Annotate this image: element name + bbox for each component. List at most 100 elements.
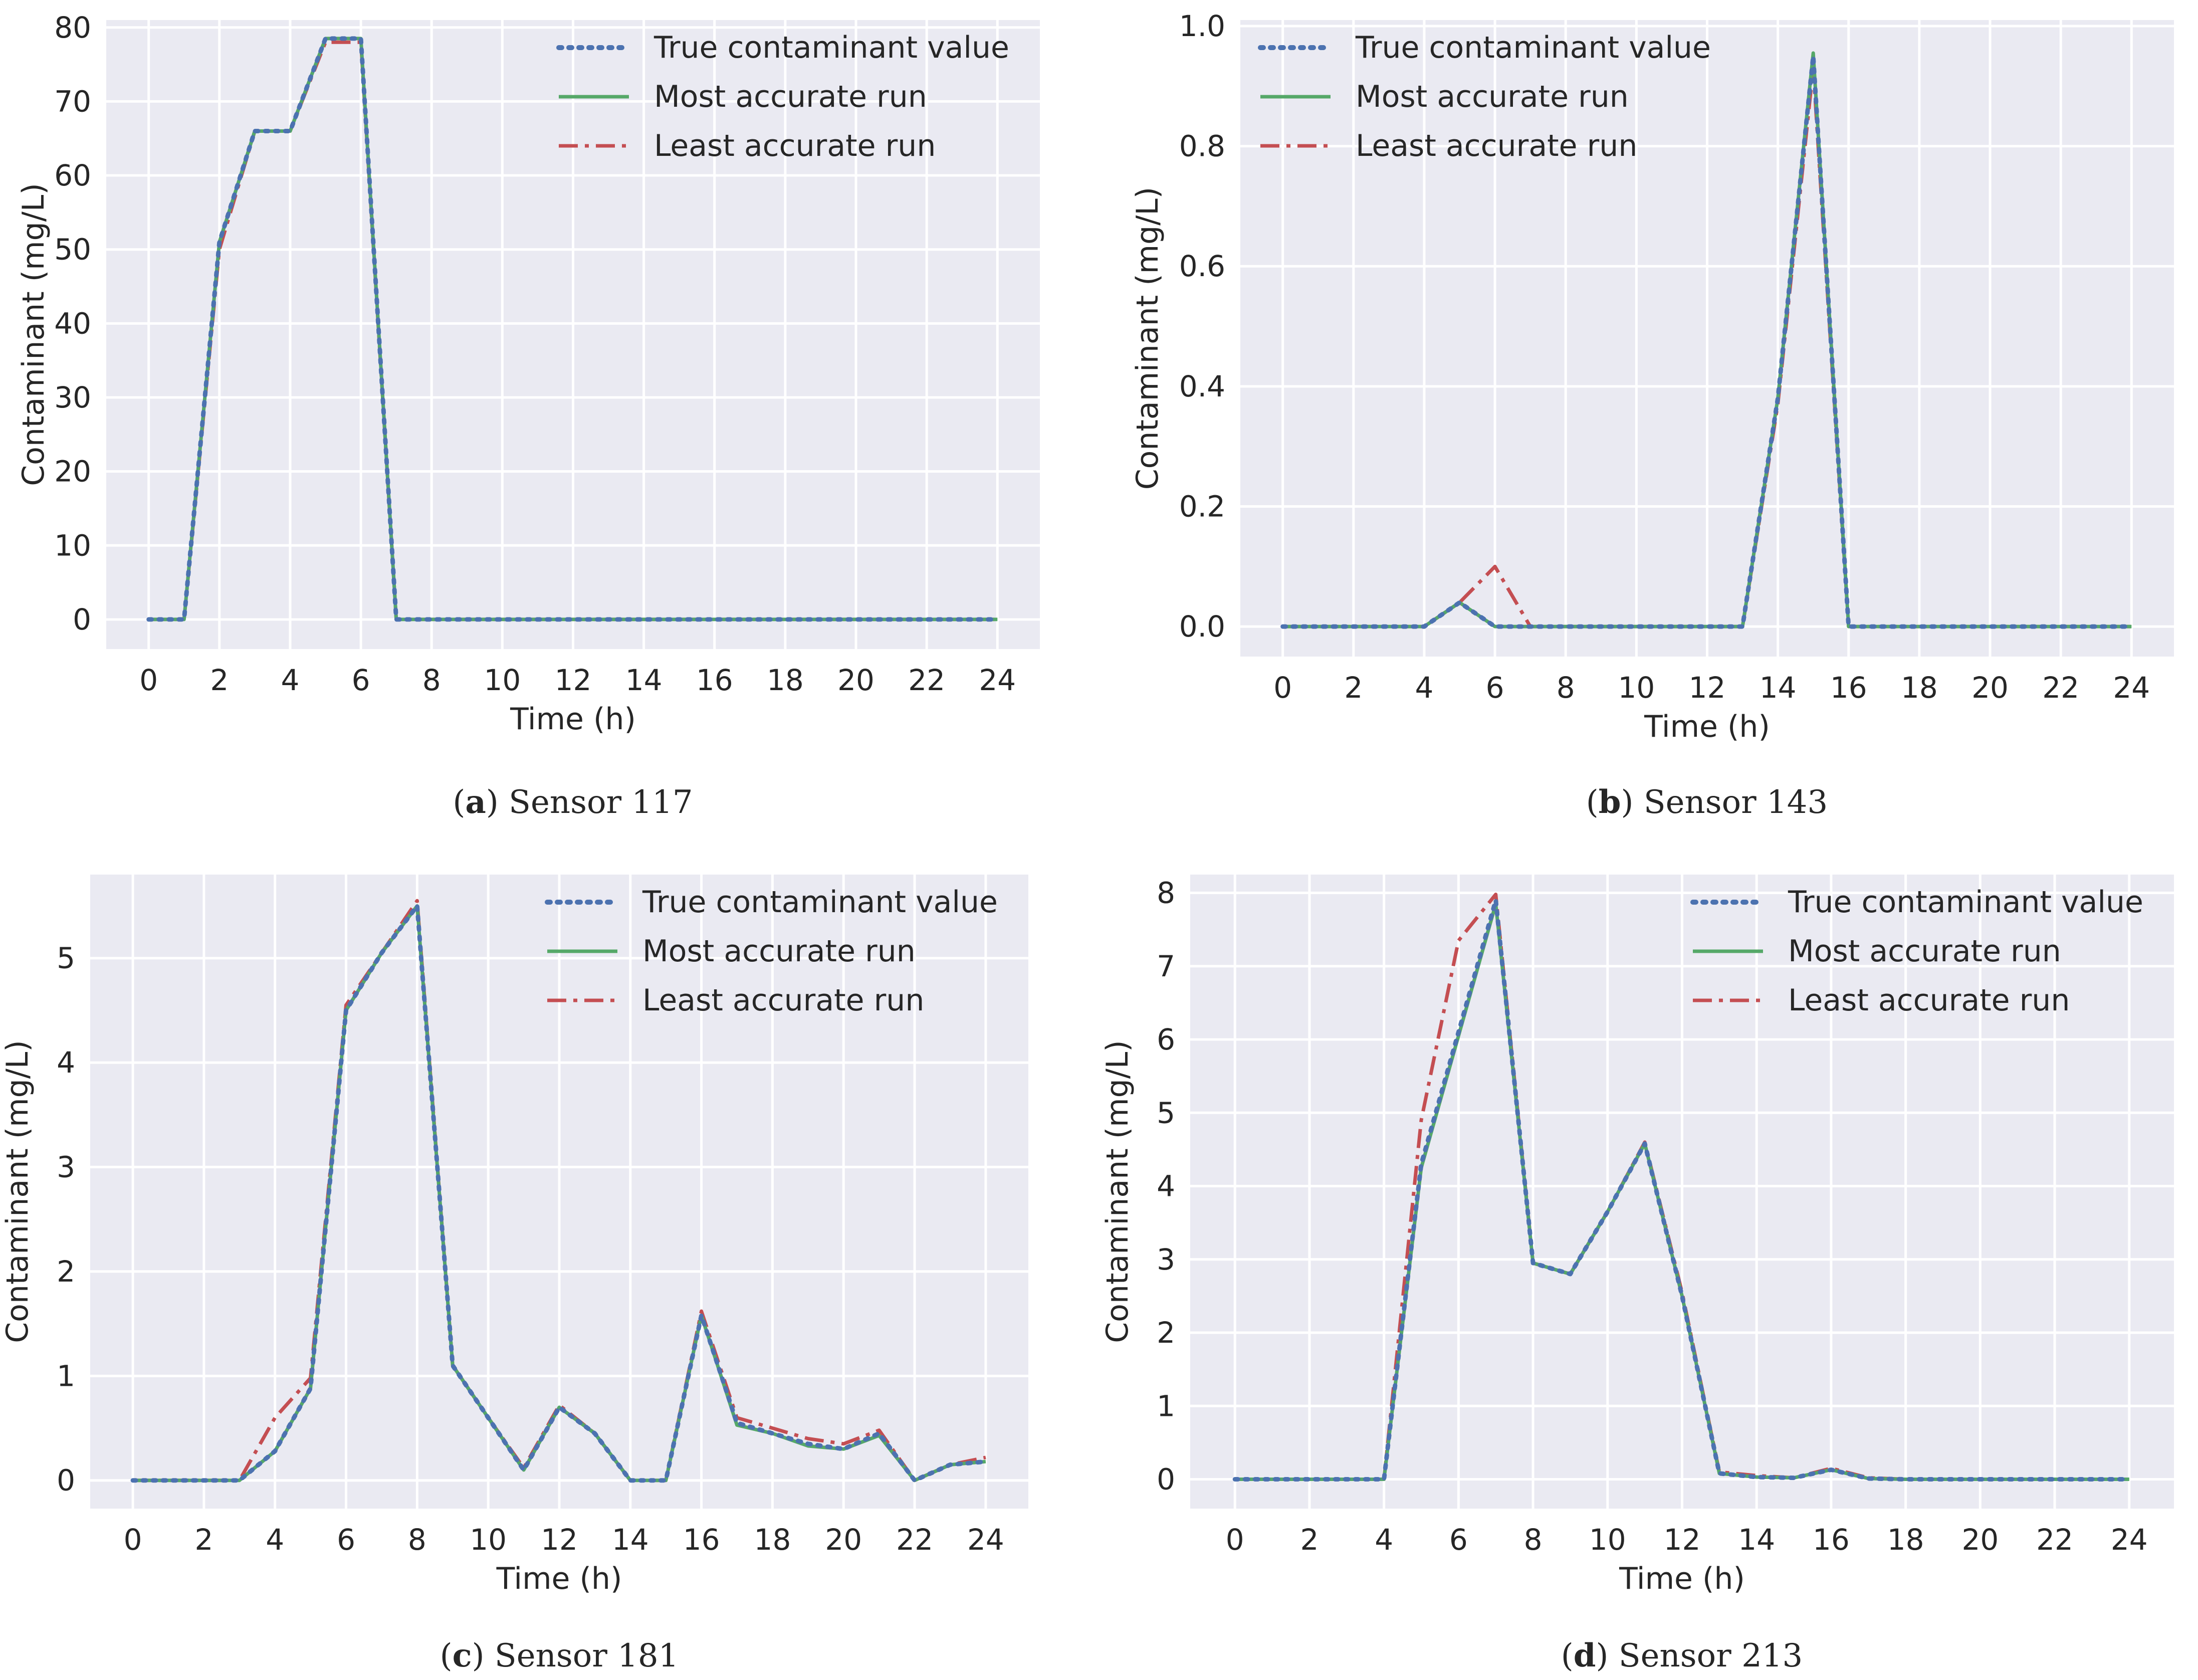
y-tick-label: 5	[1157, 1096, 1175, 1130]
x-tick-label: 8	[408, 1523, 426, 1557]
x-tick-label: 24	[2113, 671, 2150, 705]
y-tick-label: 30	[54, 380, 91, 414]
x-tick-label: 12	[1664, 1523, 1701, 1557]
y-tick-label: 1.0	[1179, 9, 1225, 43]
x-tick-label: 6	[352, 663, 370, 697]
y-tick-label: 6	[1157, 1022, 1175, 1057]
y-axis-label: Contaminant (mg/L)	[1100, 1040, 1135, 1343]
y-tick-label: 60	[54, 158, 91, 192]
legend-entry: Most accurate run	[1788, 934, 2061, 969]
figure-caption: (d) Sensor 213	[1561, 1637, 1803, 1674]
legend-entry: Least accurate run	[642, 983, 924, 1018]
y-tick-label: 10	[54, 528, 91, 562]
x-tick-label: 22	[908, 663, 945, 697]
legend-entry: Most accurate run	[1356, 79, 1629, 114]
x-tick-label: 4	[1375, 1523, 1393, 1557]
x-tick-label: 20	[825, 1523, 862, 1557]
x-tick-label: 8	[422, 663, 441, 697]
x-tick-label: 4	[1415, 671, 1434, 705]
y-tick-label: 0.8	[1179, 129, 1225, 163]
x-tick-label: 14	[625, 663, 663, 697]
x-tick-label: 0	[139, 663, 158, 697]
y-tick-label: 0	[57, 1463, 75, 1498]
x-tick-label: 12	[1689, 671, 1726, 705]
x-tick-label: 0	[1226, 1523, 1244, 1557]
x-tick-label: 0	[1273, 671, 1292, 705]
legend-entry: Most accurate run	[654, 79, 927, 114]
x-tick-label: 20	[1971, 671, 2009, 705]
x-tick-label: 12	[541, 1523, 578, 1557]
x-tick-label: 2	[210, 663, 229, 697]
y-tick-label: 1	[57, 1359, 75, 1393]
chart-panel-a: 0 2 4 6 8 10 12 14 16 18 20 22 2401020304050607080Ti…	[16, 11, 1040, 821]
x-tick-label: 2	[194, 1523, 213, 1557]
series-line-true-contaminant-value	[1232, 898, 2132, 1482]
x-tick-label: 8	[1524, 1523, 1543, 1557]
x-tick-label: 16	[1830, 671, 1867, 705]
x-tick-label: 22	[2036, 1523, 2073, 1557]
x-tick-label: 14	[1760, 671, 1797, 705]
y-tick-label: 4	[1157, 1169, 1175, 1203]
legend-entry: Most accurate run	[642, 934, 916, 969]
x-tick-label: 18	[1887, 1523, 1924, 1557]
y-tick-label: 1	[1157, 1389, 1175, 1423]
x-tick-label: 0	[124, 1523, 142, 1557]
figure-caption: (b) Sensor 143	[1586, 783, 1828, 821]
y-tick-label: 40	[54, 306, 91, 340]
x-tick-label: 10	[1618, 671, 1655, 705]
x-tick-label: 2	[1344, 671, 1363, 705]
x-tick-label: 22	[896, 1523, 933, 1557]
series-line-least-accurate-run	[133, 899, 986, 1483]
x-tick-label: 20	[1961, 1523, 1999, 1557]
x-tick-label: 6	[1449, 1523, 1468, 1557]
x-tick-label: 2	[1300, 1523, 1318, 1557]
y-tick-label: 3	[57, 1150, 75, 1184]
series-line-true-contaminant-value	[130, 904, 988, 1483]
x-tick-label: 16	[696, 663, 733, 697]
x-tick-label: 4	[266, 1523, 284, 1557]
series-line-true-contaminant-value	[1280, 54, 2134, 629]
legend-entry: Least accurate run	[1788, 983, 2070, 1018]
x-tick-label: 6	[1486, 671, 1504, 705]
y-tick-label: 2	[57, 1254, 75, 1289]
y-tick-label: 7	[1157, 949, 1175, 983]
chart-panel-b: 0 2 4 6 8 10 12 14 16 18 20 22 240.00.20.40.60.81.0T…	[1130, 9, 2174, 821]
x-tick-label: 10	[470, 1523, 507, 1557]
y-tick-label: 20	[54, 455, 91, 489]
x-axis-label: Time (h)	[510, 702, 636, 737]
legend-entry: True contaminant value	[642, 885, 998, 920]
x-tick-label: 6	[337, 1523, 355, 1557]
x-tick-label: 22	[2042, 671, 2079, 705]
y-tick-label: 0	[73, 602, 91, 637]
y-tick-label: 3	[1157, 1242, 1175, 1277]
x-tick-label: 24	[967, 1523, 1004, 1557]
x-tick-label: 10	[484, 663, 521, 697]
y-tick-label: 0.0	[1179, 609, 1225, 644]
y-tick-label: 0.2	[1179, 489, 1225, 523]
y-tick-label: 4	[57, 1045, 75, 1080]
y-axis-label: Contaminant (mg/L)	[1130, 187, 1165, 490]
x-axis-label: Time (h)	[496, 1561, 622, 1596]
x-axis-label: Time (h)	[1644, 709, 1770, 744]
series-line-true-contaminant-value	[146, 36, 1000, 622]
x-tick-label: 14	[612, 1523, 649, 1557]
figure-caption: (c) Sensor 181	[440, 1637, 679, 1674]
x-tick-label: 8	[1557, 671, 1575, 705]
panels: 0 2 4 6 8 10 12 14 16 18 20 22 2401020304050607080Ti…	[0, 9, 2174, 1674]
x-tick-label: 18	[767, 663, 804, 697]
y-tick-label: 5	[57, 941, 75, 975]
x-tick-label: 24	[979, 663, 1016, 697]
x-tick-label: 10	[1589, 1523, 1626, 1557]
y-axis-label: Contaminant (mg/L)	[0, 1040, 35, 1343]
x-tick-label: 12	[555, 663, 592, 697]
legend-entry: True contaminant value	[653, 30, 1009, 65]
y-tick-label: 2	[1157, 1316, 1175, 1350]
y-tick-label: 80	[54, 11, 91, 45]
y-tick-label: 70	[54, 84, 91, 118]
figure-caption: (a) Sensor 117	[453, 783, 693, 821]
y-tick-label: 0.4	[1179, 369, 1225, 403]
legend-entry: True contaminant value	[1788, 885, 2143, 920]
